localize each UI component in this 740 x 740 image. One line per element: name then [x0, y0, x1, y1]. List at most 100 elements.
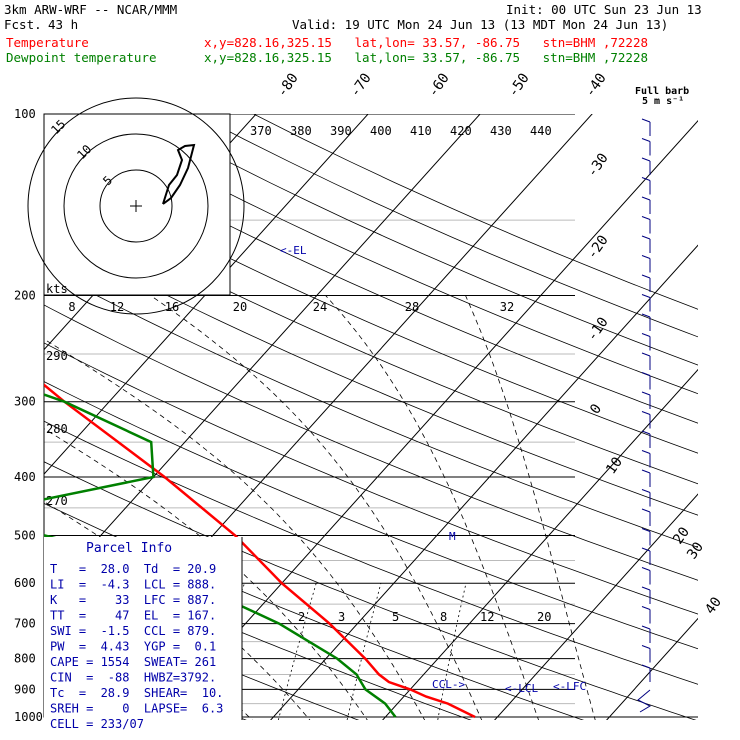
- theta-label: 370: [250, 124, 272, 138]
- isotherm-label: -40: [582, 70, 610, 100]
- parcel-info-row: Tc = 28.9 SHEAR= 10.: [50, 686, 223, 700]
- wind-barb-flag: [641, 333, 651, 337]
- level-annotation: <-LCL: [505, 682, 538, 695]
- dewpoint-trace: [44, 393, 397, 718]
- forecast-hour: 43 h: [48, 17, 79, 32]
- level-annotation: <-LFC: [553, 680, 586, 693]
- dry-adiabat-line: [44, 420, 698, 685]
- isobar-label: 700: [14, 617, 36, 631]
- wind-barb-flag: [641, 547, 651, 552]
- hodograph-speed-label: 28: [405, 300, 419, 314]
- mixing-ratio-label: 2: [298, 610, 305, 624]
- dry-adiabat-line: [44, 381, 698, 650]
- isotherm-line: [270, 244, 698, 720]
- theta-label: 440: [530, 124, 552, 138]
- dry-adiabat-line: [44, 342, 698, 615]
- temperature-legend-label: Temperature: [6, 35, 89, 50]
- parcel-info-row: TT = 47 EL = 167.: [50, 609, 216, 623]
- moist-adiabat-line: [465, 295, 596, 720]
- dry-adiabat-line: [195, 114, 698, 338]
- wind-barb-flag: [641, 508, 651, 513]
- theta-left-label: 290: [46, 349, 68, 363]
- parcel-info-row: SREH = 0 LAPSE= 6.3: [50, 702, 223, 716]
- wind-barb-flag: [641, 118, 651, 123]
- parcel-info-row: CELL = 233/07: [50, 717, 144, 731]
- theta-label: 430: [490, 124, 512, 138]
- isotherm-label: 10: [603, 454, 626, 477]
- dry-adiabat-line: [44, 126, 698, 424]
- wind-barb-flag: [641, 255, 651, 259]
- dewpoint-legend-meta: x,y=828.16,325.15 lat,lon= 33.57, -86.75…: [204, 50, 649, 65]
- hodograph-ring: [63, 133, 209, 279]
- hodograph-box: [43, 113, 231, 296]
- barb-scale-units: 5 m s⁻¹: [642, 96, 684, 107]
- wind-barb-flag: [641, 664, 651, 669]
- hodograph-speed-label: 24: [313, 300, 327, 314]
- mixing-ratio-label: 12: [480, 610, 494, 624]
- isotherm-label: -50: [505, 70, 533, 100]
- dewpoint-legend-label: Dewpoint temperature: [6, 50, 157, 65]
- wind-barb-flag: [641, 235, 651, 240]
- wind-barb-flag: [641, 528, 651, 532]
- dry-adiabat-line: [44, 231, 698, 516]
- parcel-info-row: K = 33 LFC = 887.: [50, 593, 216, 607]
- temperature-trace: [44, 383, 476, 719]
- model-title: 3km ARW-WRF -- NCAR/MMM: [4, 2, 178, 17]
- wind-barb-flag: [641, 274, 651, 279]
- dry-adiabat-line: [137, 114, 698, 366]
- isobar-label: 100: [14, 107, 36, 121]
- isotherm-label: -70: [347, 70, 375, 100]
- wind-barb-flag: [641, 469, 651, 474]
- wind-barb-flag: [641, 645, 651, 649]
- dry-adiabat-line: [253, 114, 698, 310]
- level-annotation: CCL->: [432, 678, 465, 691]
- isotherm-line: [382, 368, 698, 720]
- wind-barb-flag: [641, 489, 651, 493]
- moist-adiabat-line: [44, 428, 368, 720]
- hodograph-speed-label: 32: [500, 300, 514, 314]
- isotherm-label: -60: [425, 70, 453, 100]
- wind-barb-flag: [641, 313, 651, 318]
- hodograph-speed-label: 20: [233, 300, 247, 314]
- isotherm-line: [44, 114, 369, 475]
- parcel-info-row: PW = 4.43 YGP = 0.1: [50, 640, 216, 654]
- isotherm-line: [710, 86, 740, 729]
- dry-adiabat-line: [44, 304, 698, 581]
- wind-barb-flag: [641, 450, 651, 454]
- level-annotation: <-EL: [280, 244, 307, 257]
- dry-adiabat-line: [44, 589, 360, 720]
- isotherm-line: [158, 120, 698, 720]
- theta-label: 390: [330, 124, 352, 138]
- level-annotation: M: [449, 530, 456, 543]
- isobar-label: 600: [14, 576, 36, 590]
- isobar-label: 500: [14, 528, 36, 542]
- hodograph-speed-label: 16: [165, 300, 179, 314]
- hodograph-speed-label: 8: [68, 300, 75, 314]
- parcel-info-panel: [44, 537, 242, 720]
- wind-barb-flag: [641, 625, 651, 630]
- theta-left-label: 280: [46, 422, 68, 436]
- isobar-label: 400: [14, 470, 36, 484]
- parcel-info-row: CAPE = 1554 SWEAT= 261: [50, 655, 216, 669]
- isobar-label: 200: [14, 289, 36, 303]
- wind-barb-flag: [641, 294, 651, 298]
- isotherm-label: -30: [584, 150, 612, 180]
- theta-label: 420: [450, 124, 472, 138]
- init-time: Init: 00 UTC Sun 23 Jun 13: [506, 2, 702, 17]
- parcel-info-row: T = 28.0 Td = 20.9: [50, 562, 216, 576]
- parcel-info-row: CIN = -88 HWBZ=3792.: [50, 671, 216, 685]
- wind-barb-surface: [637, 689, 652, 713]
- moist-adiabat-line: [325, 295, 539, 720]
- isotherm-line: [44, 114, 481, 600]
- parcel-info-row: SWI = -1.5 CCL = 879.: [50, 624, 216, 638]
- wind-barb-flag: [641, 138, 651, 142]
- parcel-info-row: LI = -4.3 LCL = 888.: [50, 578, 216, 592]
- wind-barb-flag: [641, 372, 651, 376]
- dry-adiabat-line: [44, 160, 698, 454]
- hodograph-speed-label: 12: [110, 300, 124, 314]
- hodograph-units-label: kts: [46, 282, 68, 296]
- mixing-ratio-label: 3: [338, 610, 345, 624]
- isotherm-label: 0: [587, 401, 605, 417]
- wind-barb-flag: [641, 177, 651, 181]
